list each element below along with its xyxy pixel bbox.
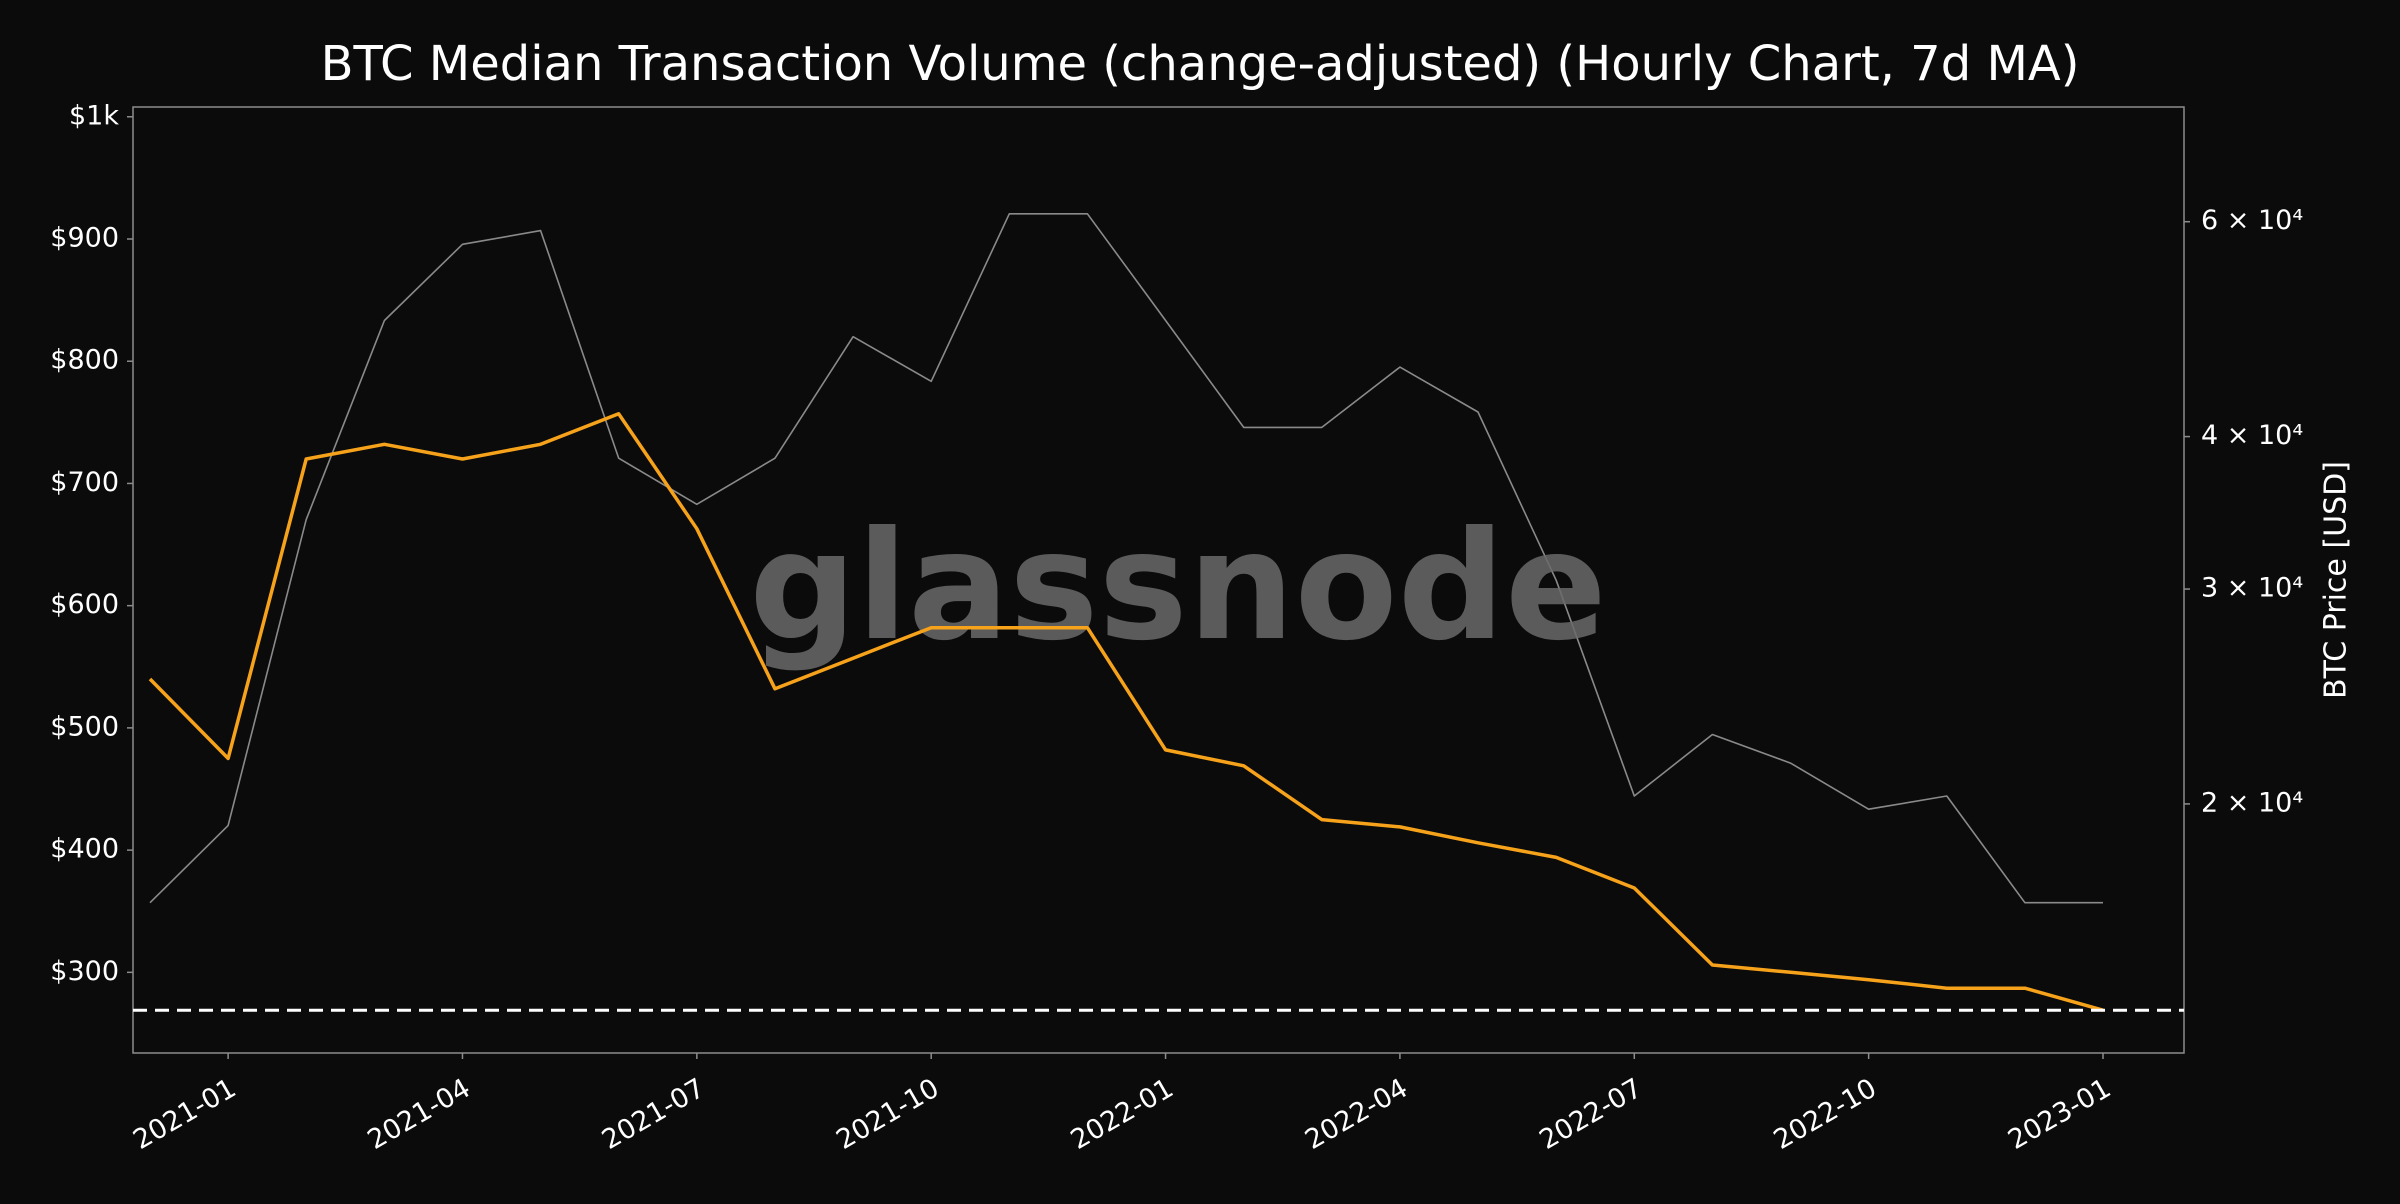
series-line	[149, 213, 2103, 904]
y-tick-label: $900	[50, 223, 119, 254]
series-line	[148, 412, 2104, 1012]
y-tick-label: $400	[50, 834, 119, 865]
y2-tick-label: 4 × 10⁴	[2201, 420, 2303, 451]
y-tick-label: $700	[50, 467, 119, 498]
chart-title: BTC Median Transaction Volume (change-ad…	[321, 36, 2080, 92]
y-tick-label: $300	[50, 956, 119, 987]
y-tick-label: $500	[50, 711, 119, 742]
y2-tick-label: 3 × 10⁴	[2201, 573, 2303, 604]
y-tick-label: $800	[50, 345, 119, 376]
y-tick-label: $600	[50, 589, 119, 620]
y2-axis-label: BTC Price [USD]	[2319, 461, 2354, 699]
y2-tick-label: 2 × 10⁴	[2201, 787, 2303, 818]
watermark: glassnode	[749, 500, 1607, 674]
y2-tick-label: 6 × 10⁴	[2201, 205, 2303, 236]
y-tick-label: $1k	[69, 100, 119, 131]
plot-frame	[132, 106, 2185, 1054]
